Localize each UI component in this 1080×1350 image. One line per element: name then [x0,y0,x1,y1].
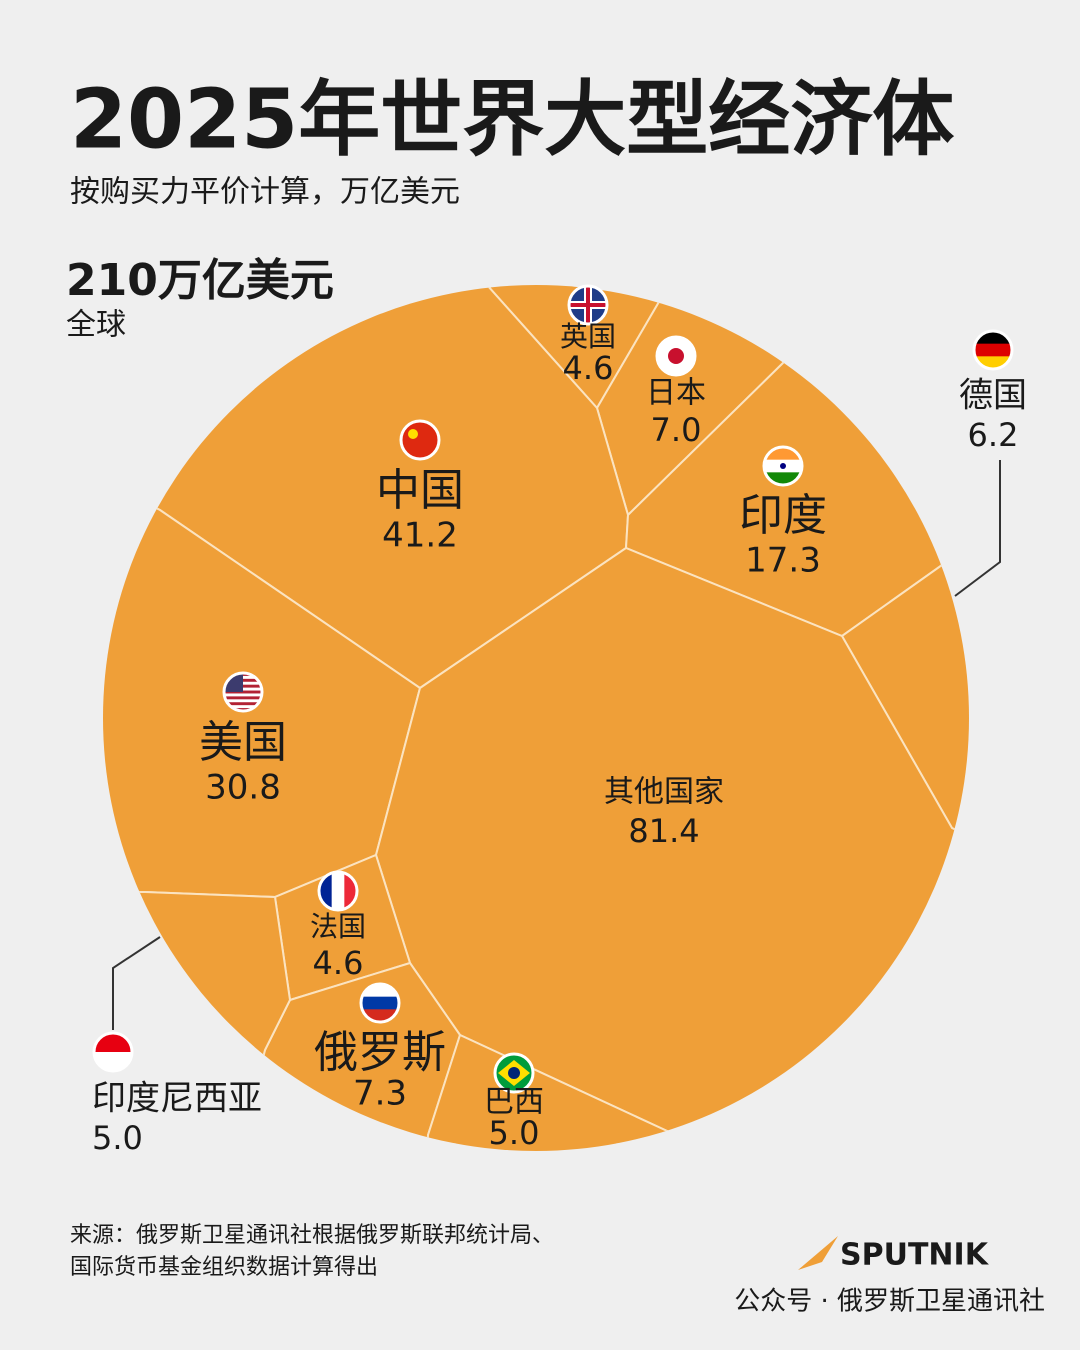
logo: SPUTNIK [840,1238,990,1273]
flag-part [361,996,399,1010]
value-label: 81.4 [628,812,699,850]
flag-part [408,429,418,439]
value-label: 7.3 [353,1074,407,1114]
flag-part [586,286,590,324]
flag-part [780,463,786,469]
category-label: 英国 [560,320,616,353]
flag-part [94,1052,132,1071]
value-label: 30.8 [205,768,281,808]
value-label: 6.2 [968,416,1019,454]
category-label: 中国 [376,465,464,516]
category-label: 德国 [959,376,1027,416]
flag-part [331,872,345,910]
flag-ring [222,671,264,713]
cell [840,518,969,882]
source: 来源：俄罗斯卫星通讯社根据俄罗斯联邦统计局、 [70,1223,554,1248]
leader-line [112,936,161,1030]
value-label: 17.3 [745,541,821,581]
flag-ring [972,329,1014,371]
subtitle: 按购买力平价计算，万亿美元 [70,175,460,210]
value-label: 5.0 [489,1114,540,1152]
category-label: 印度尼西亚 [92,1079,262,1119]
category-label: 其他国家 [604,775,724,810]
category-label: 巴西 [484,1085,544,1120]
category-label: 俄罗斯 [314,1027,446,1078]
flag-part [224,702,262,706]
category-label: 美国 [199,717,287,768]
logo-mark [798,1236,838,1270]
flag-ring [493,1052,535,1094]
flag-ring [655,335,697,377]
title: 2025年世界大型经济体 [70,72,954,167]
flag-ring [762,445,804,487]
flag-ring [359,982,401,1024]
cell [418,1033,792,1151]
total: 210万亿美元 [66,255,334,306]
flag-ring [317,870,359,912]
leader-line [954,460,1001,597]
value-label: 5.0 [92,1119,143,1157]
flag-ring [92,1031,134,1073]
flag-part [668,348,684,364]
total-caption: 全球 [66,308,126,343]
flag-part [508,1067,520,1079]
watermark: 公众号 · 俄罗斯卫星通讯社 [734,1287,1045,1317]
flag-part [94,1033,132,1052]
flag-part [224,696,262,700]
value-label: 41.2 [382,516,458,556]
flag-ring [567,284,609,326]
flag [94,1033,132,1071]
value-label: 7.0 [651,411,702,449]
category-label: 法国 [310,910,366,943]
flag-part [974,343,1012,357]
category-label: 日本 [646,376,706,411]
value-label: 4.6 [563,349,614,387]
flag-ring [399,419,441,461]
source: 国际货币基金组织数据计算得出 [70,1255,378,1280]
value-label: 4.6 [313,944,364,982]
category-label: 印度 [739,490,827,541]
